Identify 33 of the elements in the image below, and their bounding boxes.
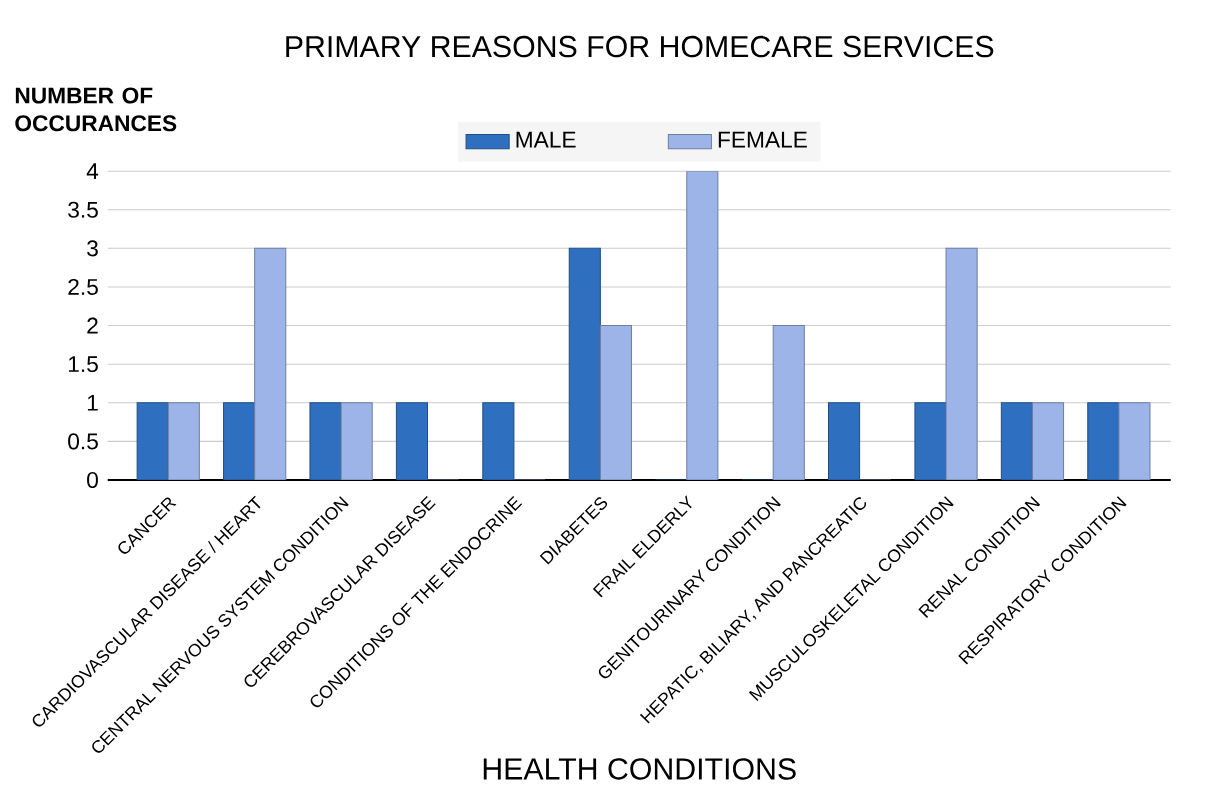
y-tick-label: 2 (87, 317, 98, 334)
bar (945, 247, 978, 480)
bar (395, 402, 429, 480)
legend-label: FEMALE (718, 131, 807, 148)
x-axis-title: HEALTH CONDITIONS (483, 758, 796, 780)
bar (254, 247, 287, 480)
bar (136, 402, 169, 480)
y-tick-label: 2.5 (68, 278, 98, 296)
y-tick-label: 1.5 (68, 356, 98, 373)
bar (599, 325, 632, 480)
bar (1118, 402, 1151, 480)
bar (309, 402, 342, 480)
bar (827, 402, 861, 480)
chart-title: PRIMARY REASONS FOR HOMECARE SERVICES (286, 35, 994, 58)
bar (1000, 402, 1033, 480)
bar (772, 325, 805, 480)
bar (1087, 402, 1120, 480)
y-tick-label: 0 (87, 471, 98, 489)
y-tick-label: 3 (87, 240, 98, 257)
y-tick-label: 1 (87, 394, 98, 411)
bar (686, 171, 719, 480)
bar (167, 402, 200, 480)
bar (568, 247, 601, 480)
bar (482, 402, 515, 480)
y-tick-label: 3.5 (68, 201, 98, 218)
legend-label: MALE (516, 131, 576, 148)
y-tick-label: 0.5 (68, 433, 98, 450)
y-tick-label: 4 (86, 163, 99, 179)
bar (223, 402, 256, 480)
bar (914, 402, 947, 480)
bar (1031, 402, 1065, 480)
y-axis-title: NUMBER OF OCCURANCES (15, 87, 177, 132)
bar (340, 402, 373, 480)
